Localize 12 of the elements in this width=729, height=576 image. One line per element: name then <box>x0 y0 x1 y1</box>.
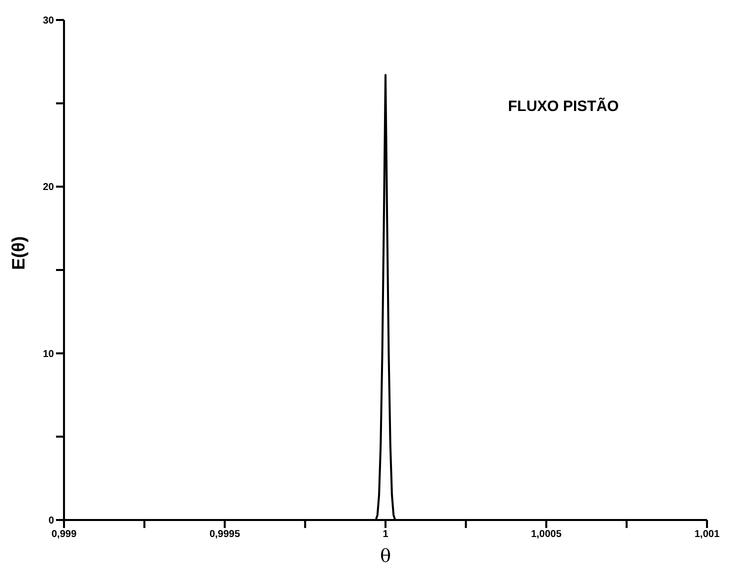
x-tick-label: 1,001 <box>694 529 720 540</box>
y-tick-label: 30 <box>42 16 54 27</box>
y-axis-title: E(θ) <box>8 236 28 270</box>
y-tick-label: 20 <box>42 182 54 194</box>
x-tick-label: 0,999 <box>51 529 77 540</box>
x-tick-label: 1,0005 <box>530 529 562 540</box>
x-axis-title: θ <box>380 546 391 567</box>
y-tick-label: 10 <box>42 348 54 360</box>
x-tick-label: 0,9995 <box>209 529 240 540</box>
x-tick-label: 1 <box>382 529 389 540</box>
annotation: FLUXO PISTÃO <box>508 98 619 115</box>
y-tick-label: 0 <box>48 516 54 527</box>
